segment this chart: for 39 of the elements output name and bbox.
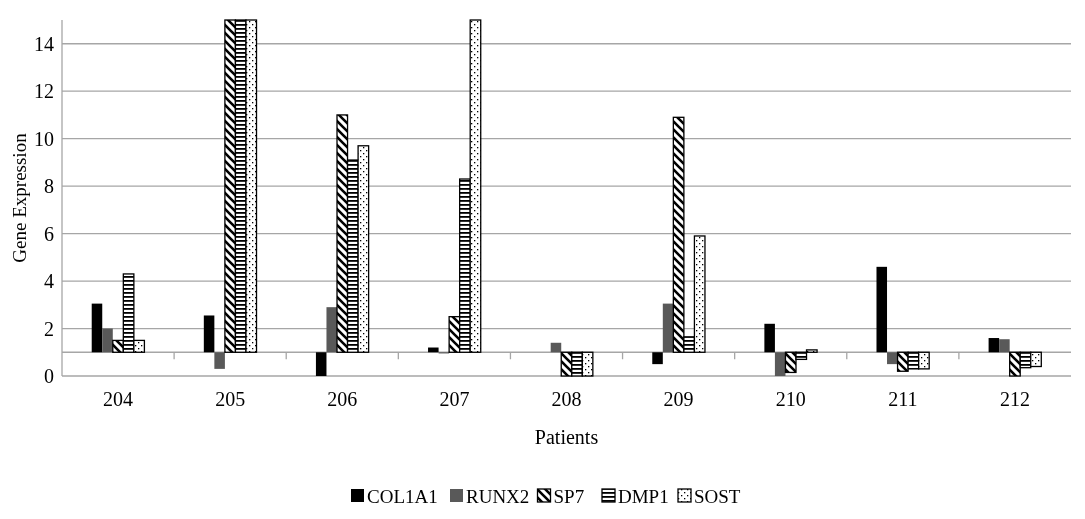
x-tick-label: 205 (215, 388, 246, 410)
y-tick-label: 4 (44, 270, 54, 293)
x-tick-label: 204 (103, 388, 134, 410)
x-tick-label: 206 (327, 388, 358, 410)
y-tick-label: 2 (44, 317, 54, 340)
bar (876, 266, 888, 353)
y-tick-label: 14 (34, 32, 54, 55)
bar (203, 315, 215, 353)
legend-label: RUNX2 (466, 486, 530, 507)
y-tick-label: 0 (44, 365, 54, 387)
bar (91, 303, 103, 353)
bar (988, 338, 1000, 353)
y-tick-label: 12 (34, 80, 54, 103)
bar (214, 352, 225, 369)
y-tick-label: 6 (44, 222, 54, 245)
y-tick-label: 8 (44, 175, 54, 198)
y-axis-title: Gene Expression (9, 132, 30, 263)
y-tick-label: 10 (34, 127, 54, 150)
bar (662, 303, 674, 353)
bar (326, 307, 338, 353)
legend-label: COL1A1 (367, 486, 438, 507)
bar (999, 339, 1010, 353)
x-tick-label: 208 (551, 388, 582, 410)
x-tick-label: 210 (775, 388, 806, 410)
bar (315, 352, 327, 376)
x-axis-title: Patients (534, 426, 599, 448)
bar (887, 352, 898, 365)
x-tick-label: 212 (999, 388, 1030, 410)
x-tick-label: 211 (888, 388, 918, 410)
legend-label: DMP1 (618, 486, 669, 507)
bar (764, 323, 775, 353)
x-tick-label: 207 (439, 388, 470, 410)
bar (774, 352, 786, 376)
x-tick-label: 209 (663, 388, 694, 410)
bar (550, 342, 562, 353)
bar (102, 328, 113, 353)
legend-label: SOST (694, 486, 741, 507)
bar (652, 352, 663, 365)
legend-label: SP7 (553, 486, 585, 507)
